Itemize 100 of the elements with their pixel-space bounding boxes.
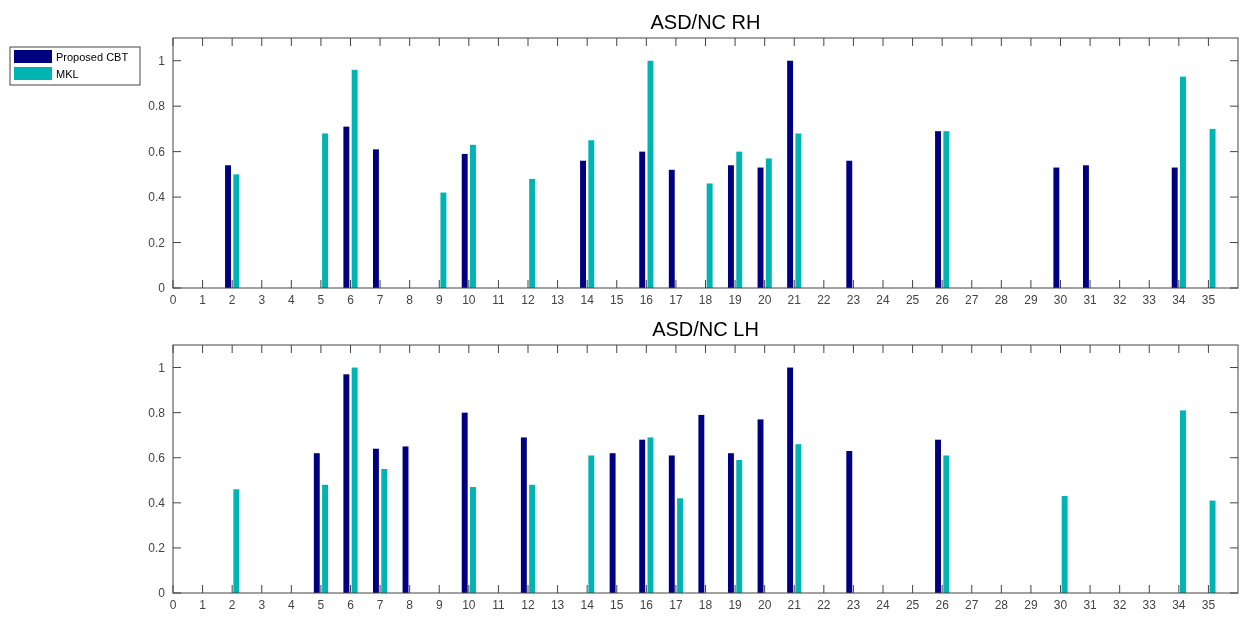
y-tick-label: 0.8	[148, 405, 166, 420]
x-tick-label: 35	[1201, 598, 1216, 612]
bar	[943, 455, 950, 593]
y-tick-label: 0.6	[148, 144, 166, 159]
x-tick-label: 7	[376, 598, 384, 612]
bar	[1061, 496, 1068, 593]
x-tick-label: 16	[639, 293, 654, 307]
x-tick-label: 1	[199, 598, 207, 612]
x-tick-label: 3	[258, 293, 266, 307]
x-tick-label: 15	[610, 293, 624, 307]
bar	[580, 160, 586, 288]
bar	[1082, 165, 1089, 288]
bar	[313, 453, 320, 593]
x-tick-label: 33	[1142, 598, 1157, 612]
bar	[639, 439, 646, 593]
x-tick-label: 32	[1112, 598, 1127, 612]
x-tick-label: 34	[1172, 293, 1186, 307]
bar	[1209, 128, 1216, 288]
bar	[588, 140, 595, 288]
bar	[736, 459, 743, 593]
y-tick-label: 1	[158, 53, 166, 68]
bar	[529, 484, 536, 593]
x-tick-label: 17	[669, 293, 683, 307]
bar	[846, 160, 853, 288]
x-tick-label: 31	[1083, 598, 1098, 612]
bar	[351, 367, 358, 593]
bar	[470, 487, 476, 593]
x-tick-label: 8	[406, 293, 414, 307]
x-tick-label: 13	[550, 598, 565, 612]
bar	[461, 153, 468, 288]
bar	[372, 448, 379, 593]
bar	[706, 183, 713, 288]
x-tick-label: 11	[492, 293, 505, 307]
x-tick-label: 6	[347, 293, 355, 307]
x-tick-label: 21	[787, 598, 802, 612]
bar	[698, 414, 705, 593]
x-tick-label: 30	[1053, 293, 1068, 307]
bar	[322, 484, 329, 593]
bar	[343, 126, 350, 288]
bar	[727, 453, 734, 593]
bar	[1180, 410, 1186, 593]
x-tick-label: 33	[1142, 293, 1157, 307]
bar	[1171, 167, 1178, 288]
bar	[520, 437, 527, 593]
y-tick-label: 1	[158, 360, 166, 375]
x-tick-label: 18	[698, 293, 713, 307]
bar	[381, 469, 388, 593]
x-tick-label: 13	[550, 293, 565, 307]
x-tick-label: 15	[610, 598, 624, 612]
x-tick-label: 34	[1172, 598, 1186, 612]
bar	[935, 439, 941, 593]
x-tick-label: 29	[1024, 598, 1038, 612]
legend-label: Proposed CBT	[56, 51, 129, 63]
x-tick-label: 5	[317, 293, 325, 307]
x-tick-label: 32	[1112, 293, 1127, 307]
x-tick-label: 27	[965, 293, 979, 307]
bar	[727, 165, 734, 288]
x-tick-label: 12	[521, 293, 535, 307]
x-tick-label: 5	[317, 598, 325, 612]
x-tick-label: 2	[228, 598, 236, 612]
x-tick-label: 28	[994, 598, 1009, 612]
x-tick-label: 10	[462, 598, 476, 612]
x-tick-label: 14	[580, 598, 595, 612]
x-tick-label: 19	[728, 293, 743, 307]
x-tick-label: 9	[435, 293, 443, 307]
x-tick-label: 2	[228, 293, 236, 307]
x-tick-label: 7	[376, 293, 384, 307]
x-tick-label: 30	[1053, 598, 1068, 612]
x-tick-label: 4	[287, 293, 295, 307]
x-tick-label: 29	[1024, 293, 1038, 307]
y-tick-label: 0.4	[148, 495, 166, 510]
x-tick-label: 26	[935, 293, 950, 307]
bar	[529, 178, 536, 288]
x-tick-label: 9	[435, 598, 443, 612]
x-tick-label: 14	[580, 293, 595, 307]
bar	[935, 131, 941, 288]
bar	[787, 367, 794, 593]
x-tick-label: 17	[669, 598, 683, 612]
x-tick-label: 23	[846, 293, 861, 307]
bar	[668, 169, 675, 288]
x-tick-label: 11	[492, 598, 505, 612]
x-tick-label: 0	[169, 598, 177, 612]
x-tick-label: 12	[521, 598, 535, 612]
x-tick-label: 6	[347, 598, 355, 612]
x-tick-label: 10	[462, 293, 476, 307]
bar	[351, 69, 358, 288]
x-tick-label: 1	[199, 293, 207, 307]
chart-title: ASD/NC LH	[652, 318, 759, 340]
x-tick-label: 27	[965, 598, 979, 612]
x-tick-label: 16	[639, 598, 654, 612]
x-tick-label: 3	[258, 598, 266, 612]
bar	[588, 455, 595, 593]
bar	[846, 450, 853, 593]
x-tick-label: 25	[905, 598, 920, 612]
x-tick-label: 18	[698, 598, 713, 612]
y-tick-label: 0.6	[148, 450, 166, 465]
x-tick-label: 21	[787, 293, 802, 307]
x-tick-label: 35	[1201, 293, 1216, 307]
bar	[322, 133, 329, 288]
y-tick-label: 0.2	[148, 235, 166, 250]
